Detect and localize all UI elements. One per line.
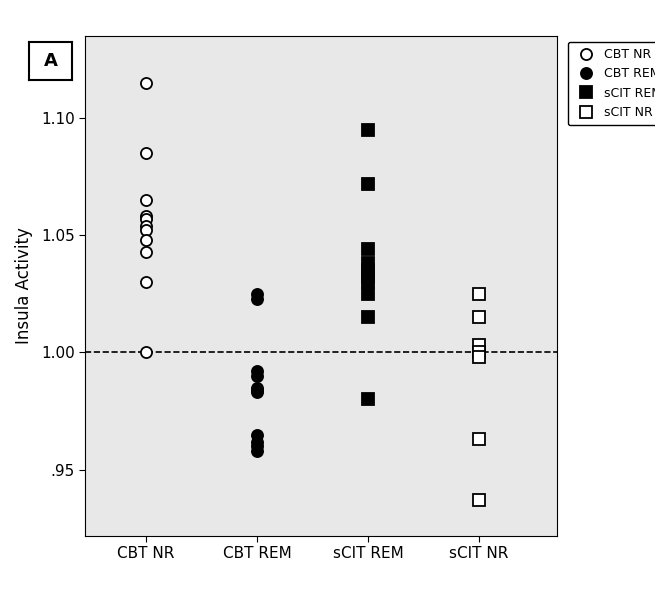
- Text: A: A: [44, 52, 58, 70]
- Y-axis label: Insula Activity: Insula Activity: [14, 227, 33, 344]
- Legend: CBT NR, CBT REM, sCIT REM, sCIT NR: CBT NR, CBT REM, sCIT REM, sCIT NR: [568, 42, 655, 125]
